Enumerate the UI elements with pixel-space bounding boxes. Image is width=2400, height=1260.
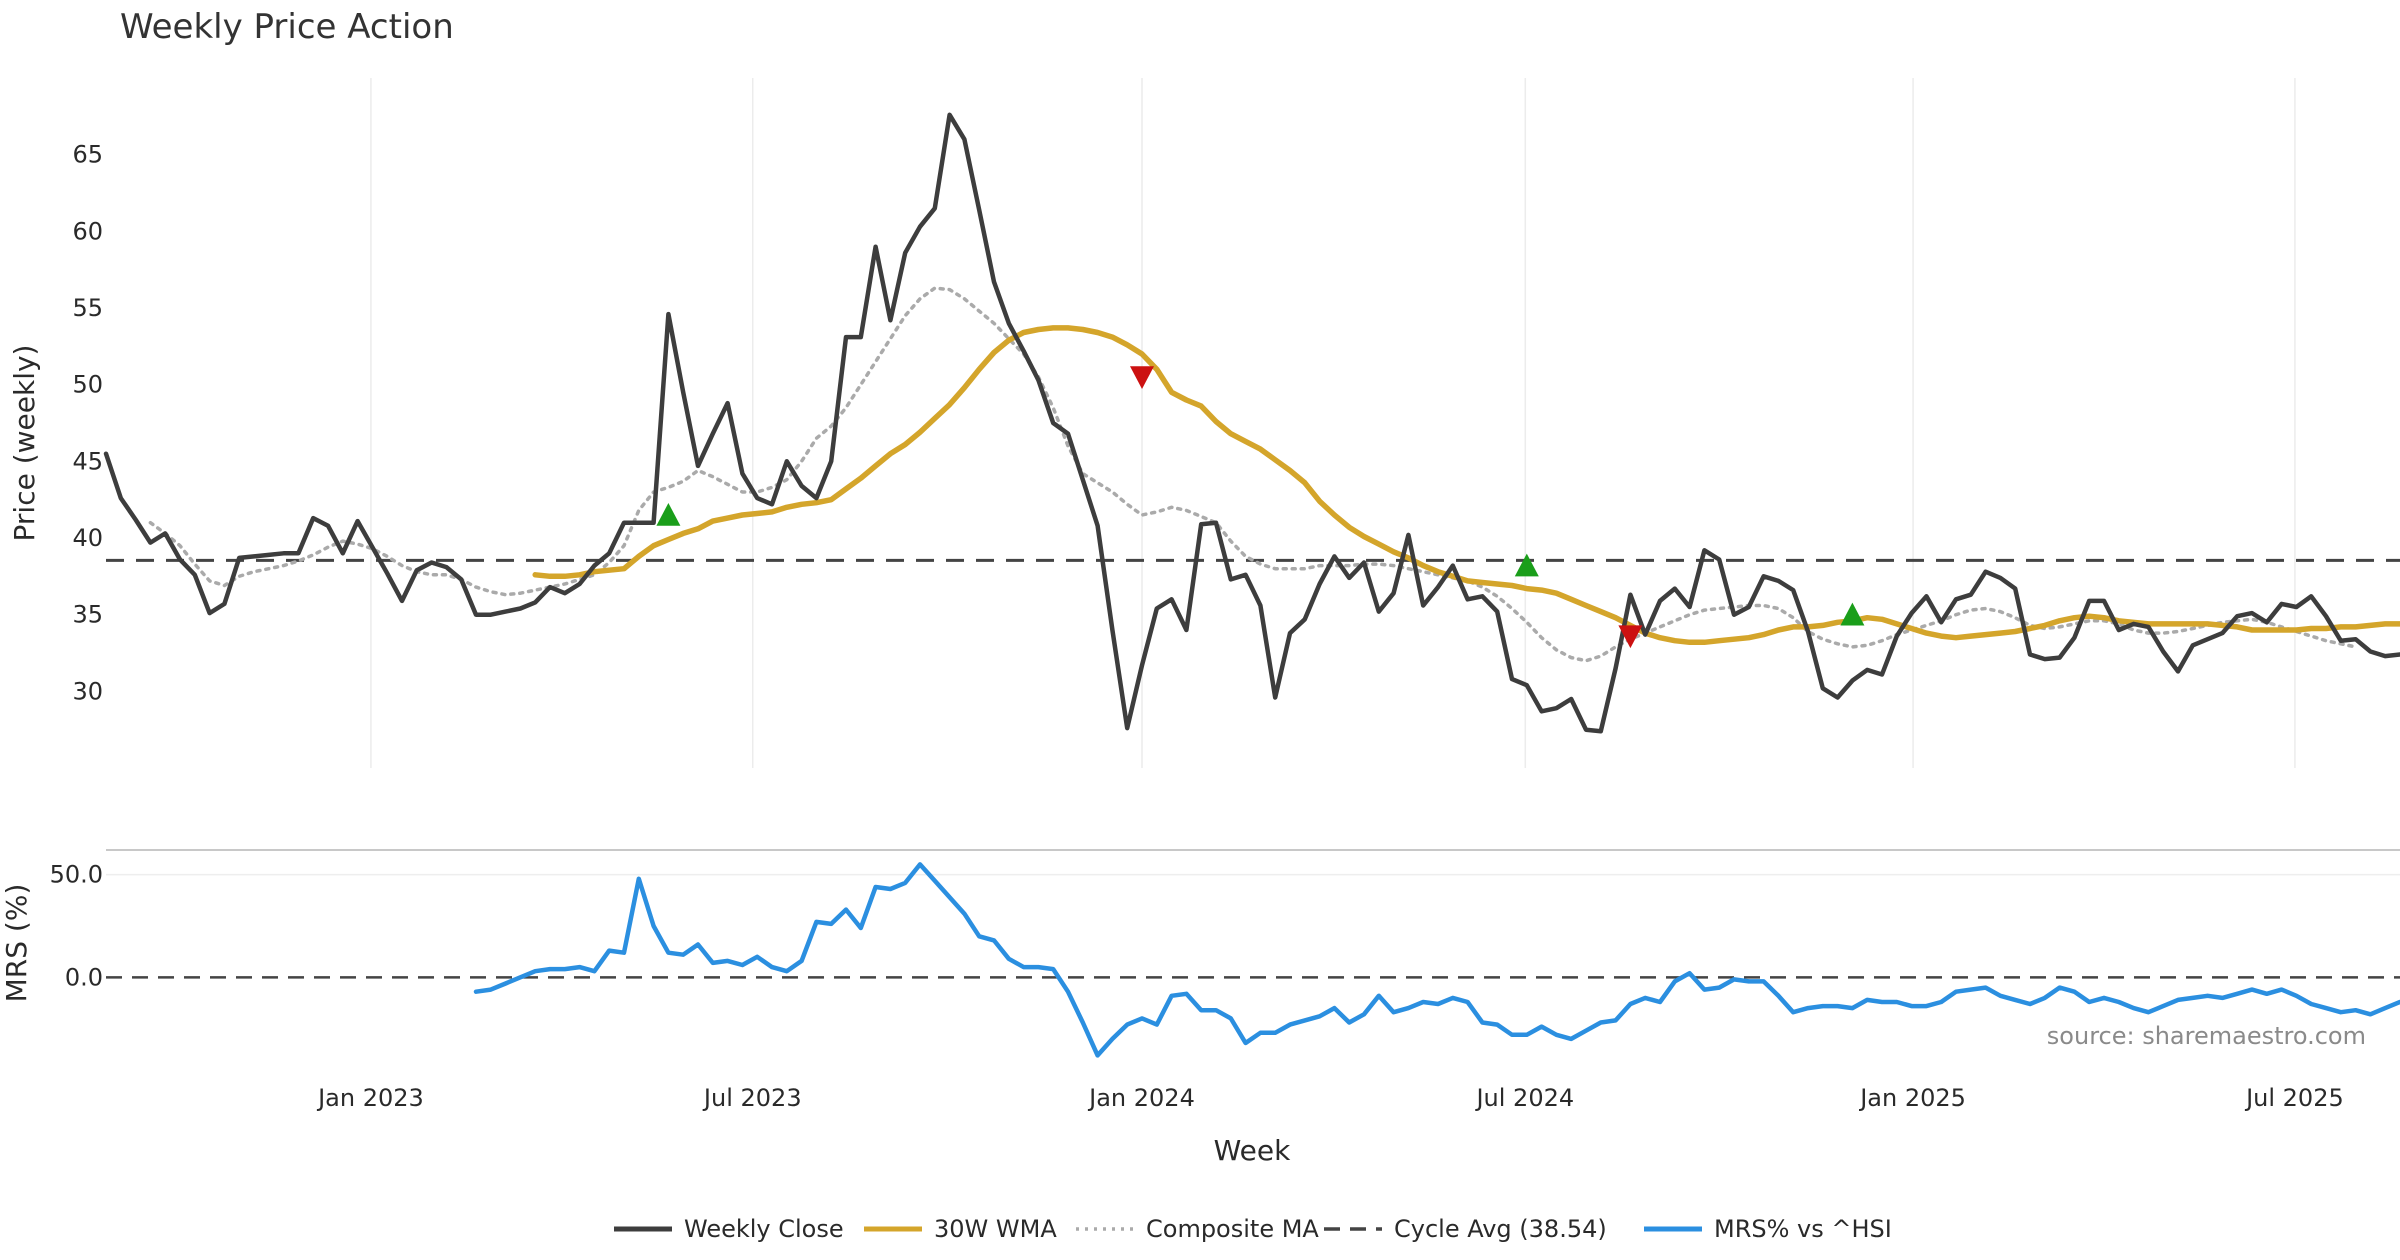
mrs-y-tick-label: 0.0 [65,963,103,991]
source-label: source: sharemaestro.com [2047,1022,2366,1050]
price-y-tick-label: 55 [72,294,103,322]
x-tick-label: Jul 2025 [2244,1084,2344,1112]
price-y-tick-label: 40 [72,524,103,552]
30w-wma-line [532,325,2400,646]
legend-label: Weekly Close [684,1215,844,1243]
price-y-tick-label: 35 [72,601,103,629]
mrs-panel: 50.0 0.0 MRS (%) source: sharemaestro.com… [0,849,2400,1167]
price-y-axis-label: Price (weekly) [8,345,41,542]
price-y-tick-label: 65 [72,141,103,169]
price-panel: Weekly Price Action 30 35 40 45 50 55 60 65 Pri… [8,7,2400,768]
x-tick-label: Jan 2024 [1087,1084,1195,1112]
x-tick-label: Jul 2024 [1474,1084,1574,1112]
mrs-series [473,862,2400,1058]
price-series [103,112,2400,734]
price-y-tick-label: 60 [72,217,103,245]
legend-label: 30W WMA [934,1215,1057,1243]
mrs-line [473,862,2400,1058]
mrs-y-tick-label: 50.0 [50,861,103,889]
price-y-tick-label: 45 [72,447,103,475]
mrs-y-ticks: 50.0 0.0 [50,861,103,992]
legend-label: Cycle Avg (38.54) [1394,1215,1607,1243]
price-y-tick-label: 30 [72,677,103,705]
sell-signal-marker [1130,366,1154,389]
price-grid [370,78,2296,768]
signal-markers [656,366,1865,649]
legend-label: Composite MA [1146,1215,1319,1243]
x-tick-label: Jan 2023 [316,1084,424,1112]
sell-signal-marker [1618,625,1643,649]
legend-label: MRS% vs ^HSI [1714,1215,1892,1243]
buy-signal-marker [1840,602,1865,626]
buy-signal-marker [656,503,681,526]
x-tick-label: Jan 2025 [1858,1084,1966,1112]
x-axis-label: Week [1214,1134,1291,1167]
composite-ma-line [148,286,2358,663]
buy-signal-marker [1514,553,1539,577]
x-tick-label: Jul 2023 [702,1084,802,1112]
x-axis-ticks: Jan 2023 Jul 2023 Jan 2024 Jul 2024 Jan 2025… [316,1084,2344,1112]
chart-title: Weekly Price Action [120,7,454,47]
weekly-close-line [103,112,2400,734]
legend: Weekly Close 30W WMA Composite MA Cycle Avg… [614,1215,1892,1243]
price-y-ticks: 30 35 40 45 50 55 60 65 [72,141,103,706]
price-y-tick-label: 50 [72,371,103,399]
mrs-grid [106,849,2400,979]
mrs-y-axis-label: MRS (%) [0,884,33,1003]
